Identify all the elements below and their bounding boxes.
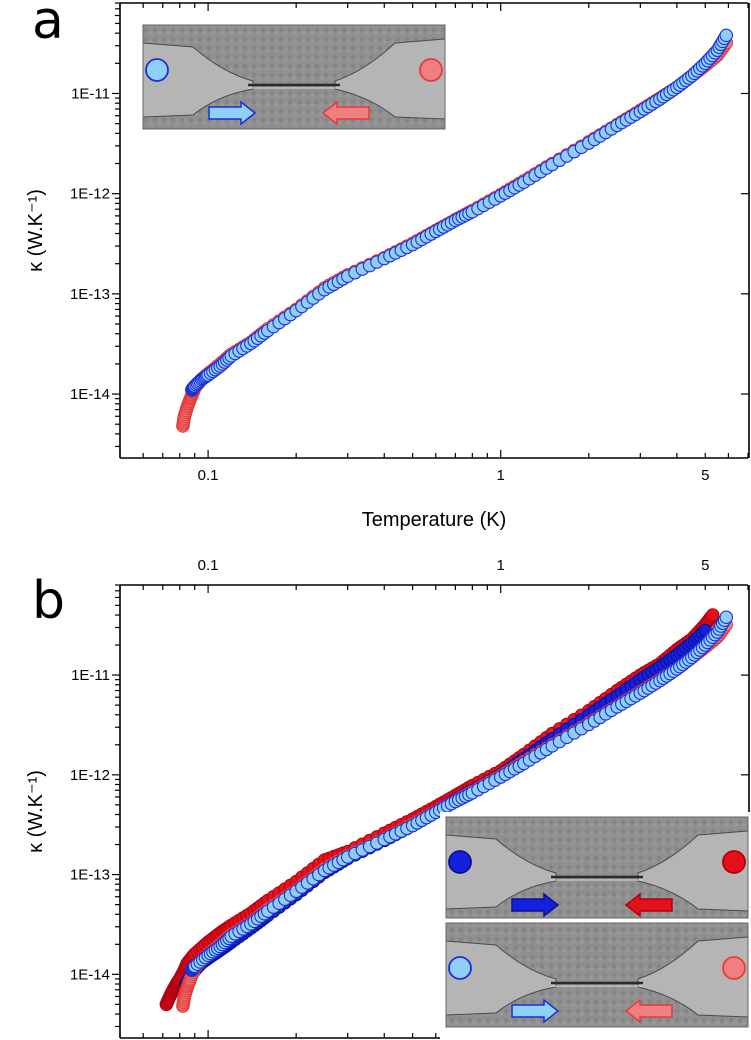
- left-dot-icon: [448, 850, 472, 874]
- sem-pad-right: [334, 38, 446, 120]
- arrow-right-icon: [208, 100, 257, 126]
- y-tick-label: 1E-12: [70, 186, 110, 203]
- arrow-right-icon: [511, 998, 560, 1024]
- y-tick-label: 1E-13: [70, 867, 110, 884]
- series-blue_light: [185, 610, 734, 977]
- panel-b: 0.1 1 5 1E-14 1E-13 1E-12 1E-11 κ (W.K⁻¹) b: [25, 557, 751, 1040]
- data-point: [705, 608, 720, 622]
- sem-inset: [445, 922, 749, 1028]
- sem-pad-left: [445, 940, 557, 1016]
- y-tick-label: 1E-12: [70, 767, 110, 784]
- data-point: [719, 610, 734, 624]
- panel-letter: b: [32, 571, 65, 631]
- sem-pad-right: [637, 936, 749, 1018]
- x-top-tick-label: 5: [701, 557, 709, 574]
- series-blue_light: [185, 28, 734, 397]
- sem-inset: [142, 24, 446, 130]
- sem-border: [445, 922, 749, 1028]
- arrow-left-icon: [624, 998, 673, 1024]
- sem-border: [142, 24, 446, 130]
- arrow-right-icon: [511, 892, 560, 918]
- y-tick-label: 1E-13: [70, 286, 110, 303]
- left-dot-icon: [145, 58, 169, 82]
- y-tick-label: 1E-11: [71, 667, 110, 684]
- right-dot-icon: [419, 58, 443, 82]
- arrow-left-icon: [624, 892, 673, 918]
- y-axis-title: κ (W.K⁻¹): [25, 770, 47, 853]
- x-tick-label: 0.1: [198, 467, 219, 484]
- y-tick-label: 1E-14: [70, 966, 110, 983]
- data-layer: [176, 28, 734, 433]
- sem-pad-left: [142, 42, 254, 118]
- y-tick-label: 1E-11: [71, 85, 110, 102]
- x-top-tick-label: 0.1: [198, 557, 219, 574]
- right-dot-icon: [722, 956, 746, 980]
- x-tick-label: 5: [701, 467, 709, 484]
- y-tick-label: 1E-14: [70, 386, 110, 403]
- right-dot-icon: [722, 850, 746, 874]
- y-axis-title: κ (W.K⁻¹): [25, 189, 47, 272]
- x-tick-label: 1: [497, 467, 505, 484]
- data-point: [719, 28, 734, 43]
- data-layer: [159, 608, 734, 1013]
- sem-border: [445, 816, 749, 919]
- sem-inset: [445, 816, 749, 919]
- panel-a: 0.1 1 5 1E-14 1E-13 1E-12 1E-11 κ (W.K⁻¹) Temper…: [25, 0, 750, 531]
- x-top-tick-label: 1: [497, 557, 505, 574]
- sem-pad-right: [637, 830, 749, 912]
- left-dot-icon: [448, 956, 472, 980]
- x-axis-title: Temperature (K): [362, 509, 507, 531]
- panel-letter: a: [32, 0, 64, 51]
- arrow-left-icon: [321, 100, 370, 126]
- sem-pad-left: [445, 834, 557, 910]
